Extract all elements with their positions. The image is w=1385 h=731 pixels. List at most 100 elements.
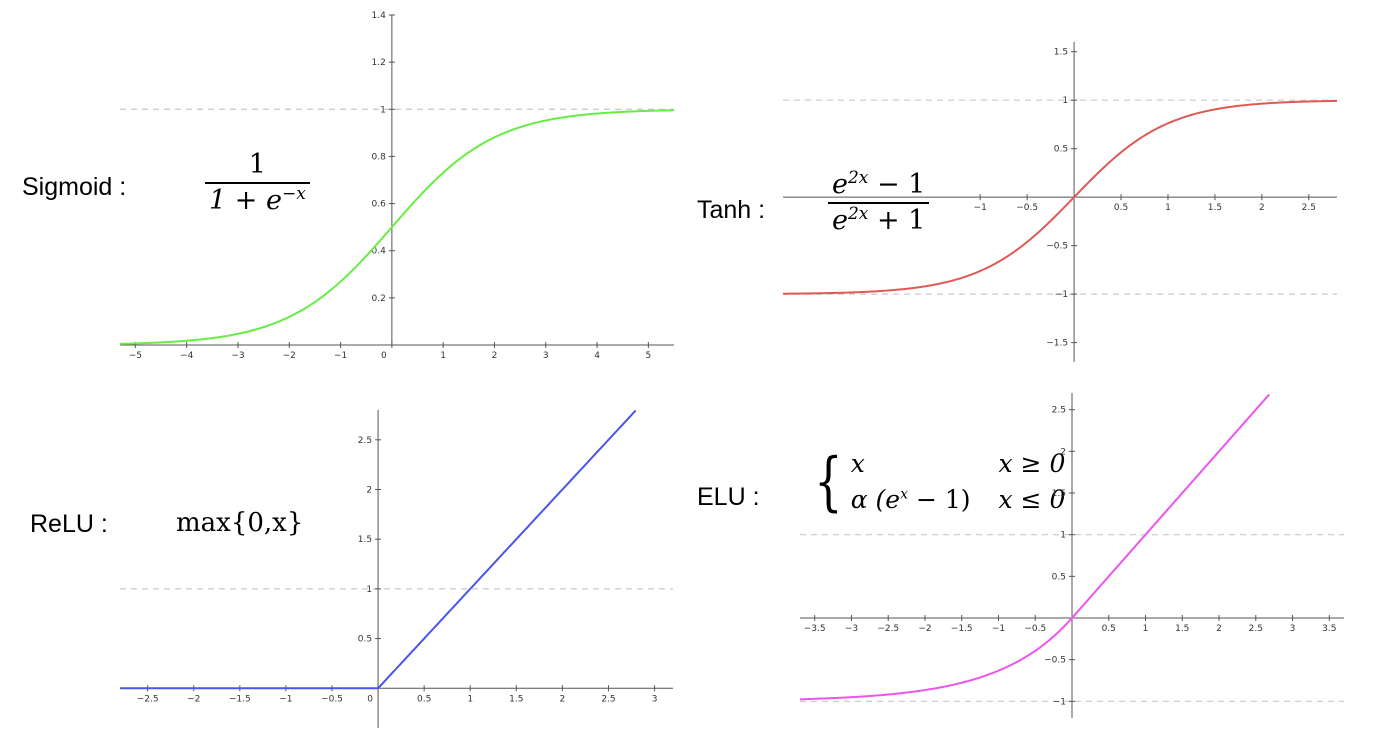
- series-line: [119, 109, 675, 345]
- elu-case2-cond: x ≤ 0: [998, 485, 1066, 514]
- y-tick-label: 2.5: [1052, 406, 1066, 416]
- fraction-bar: [205, 182, 310, 184]
- x-tick-label: −1: [974, 203, 987, 213]
- x-tick-label: −0.5: [1024, 624, 1046, 634]
- tanh-num-base: e: [832, 169, 848, 200]
- series-line: [782, 99, 1338, 295]
- x-tick-label: −2.5: [137, 694, 159, 704]
- tanh-den-base: e: [832, 205, 848, 236]
- x-tick-label: 2.5: [1249, 624, 1263, 634]
- x-tick-label: 1.5: [1175, 624, 1189, 634]
- relu-label: ReLU :: [30, 510, 108, 538]
- x-tick-label: 0: [381, 351, 387, 361]
- y-tick-label: 1: [380, 105, 386, 115]
- y-tick-label: 1: [1060, 531, 1066, 541]
- x-tick-label: 3: [543, 351, 549, 361]
- sigmoid-label: Sigmoid :: [22, 173, 127, 201]
- relu-formula: max{0,x}: [176, 508, 304, 538]
- y-tick-label: 0.5: [1052, 572, 1066, 582]
- y-tick-label: 1.2: [372, 58, 386, 68]
- y-tick-label: 2: [366, 486, 372, 496]
- y-tick-label: 0.5: [1054, 145, 1068, 155]
- elu-case2-pre: α (e: [850, 485, 901, 514]
- x-tick-label: 0.5: [1102, 624, 1116, 634]
- x-tick-label: 2.5: [1302, 203, 1316, 213]
- y-tick-label: 0.8: [372, 152, 387, 162]
- x-tick-label: 1: [467, 694, 473, 704]
- y-tick-label: −0.5: [1044, 656, 1066, 666]
- x-tick-label: −1: [992, 624, 1005, 634]
- x-tick-label: 1: [1143, 624, 1149, 634]
- x-tick-label: −1: [334, 351, 347, 361]
- sigmoid-den-base: 1 + e: [209, 185, 282, 216]
- tanh-denominator: e2x + 1: [828, 204, 929, 238]
- elu-cases: x x ≥ 0 α (ex − 1) x ≤ 0: [851, 448, 1066, 516]
- y-tick-label: 1: [1062, 96, 1068, 106]
- x-tick-label: −3.5: [804, 624, 826, 634]
- x-tick-label: −0.5: [321, 694, 343, 704]
- x-tick-label: 3: [1290, 624, 1296, 634]
- x-tick-label: 1.5: [1208, 203, 1222, 213]
- sigmoid-formula: 1 1 + e−x: [205, 148, 310, 218]
- cases-brace: {: [814, 445, 843, 519]
- series-line: [799, 393, 1270, 701]
- x-tick-label: 5: [645, 351, 651, 361]
- y-tick-label: 1: [366, 585, 372, 595]
- y-tick-label: 1.4: [372, 11, 387, 21]
- x-tick-label: −3: [231, 351, 244, 361]
- x-tick-label: 2: [492, 351, 498, 361]
- x-tick-label: −4: [180, 351, 194, 361]
- tanh-num-tail: − 1: [868, 169, 926, 200]
- elu-case1-expr: x: [850, 449, 865, 478]
- x-tick-label: 0.5: [417, 694, 431, 704]
- fraction-bar: [828, 202, 930, 204]
- tanh-label: Tanh :: [697, 196, 766, 224]
- series-line: [120, 409, 637, 690]
- x-tick-label: 4: [594, 351, 600, 361]
- elu-case2-exponent: x: [900, 486, 909, 503]
- sigmoid-denominator: 1 + e−x: [205, 184, 310, 218]
- x-tick-label: −1: [279, 694, 292, 704]
- x-tick-label: −1.5: [229, 694, 251, 704]
- x-tick-label: −0.5: [1016, 203, 1038, 213]
- x-tick-label: 1.5: [509, 694, 523, 704]
- tanh-den-exponent: 2x: [847, 204, 869, 224]
- x-tick-label: −2: [918, 624, 931, 634]
- y-tick-label: 1.5: [1054, 48, 1068, 58]
- x-tick-label: 2: [1259, 203, 1265, 213]
- x-tick-label: −2: [283, 351, 296, 361]
- tanh-num-exponent: 2x: [847, 168, 869, 188]
- x-tick-label: 2.5: [601, 694, 615, 704]
- tanh-den-tail: + 1: [868, 205, 926, 236]
- x-tick-label: 3.5: [1322, 624, 1336, 634]
- elu-case1-cond: x ≥ 0: [998, 449, 1066, 478]
- x-tick-label: −3: [845, 624, 858, 634]
- y-tick-label: −0.5: [1046, 242, 1068, 252]
- x-tick-label: 2: [560, 694, 566, 704]
- x-tick-label: 0.5: [1114, 203, 1128, 213]
- y-tick-label: 0.2: [372, 294, 386, 304]
- x-tick-label: 1: [440, 351, 446, 361]
- y-tick-label: 1.5: [1052, 489, 1066, 499]
- y-tick-label: −1: [1053, 697, 1066, 707]
- x-tick-label: −2: [187, 694, 200, 704]
- elu-case2-post: − 1): [908, 485, 971, 514]
- y-tick-label: 0.5: [358, 635, 372, 645]
- elu-case2-expr: α (ex − 1): [851, 484, 971, 516]
- y-tick-label: 1.5: [358, 535, 372, 545]
- sigmoid-den-exponent: −x: [281, 184, 306, 204]
- x-tick-label: 1: [1165, 203, 1171, 213]
- elu-label: ELU :: [697, 483, 760, 511]
- sigmoid-numerator: 1: [248, 149, 266, 180]
- elu-formula: { x x ≥ 0 α (ex − 1) x ≤ 0: [808, 448, 1065, 516]
- y-tick-label: −1: [1055, 290, 1068, 300]
- y-tick-label: 0.4: [372, 247, 387, 257]
- y-tick-label: −1.5: [1046, 339, 1068, 349]
- x-tick-label: −1.5: [951, 624, 973, 634]
- x-tick-label: −2.5: [877, 624, 899, 634]
- tanh-numerator: e2x − 1: [828, 168, 929, 202]
